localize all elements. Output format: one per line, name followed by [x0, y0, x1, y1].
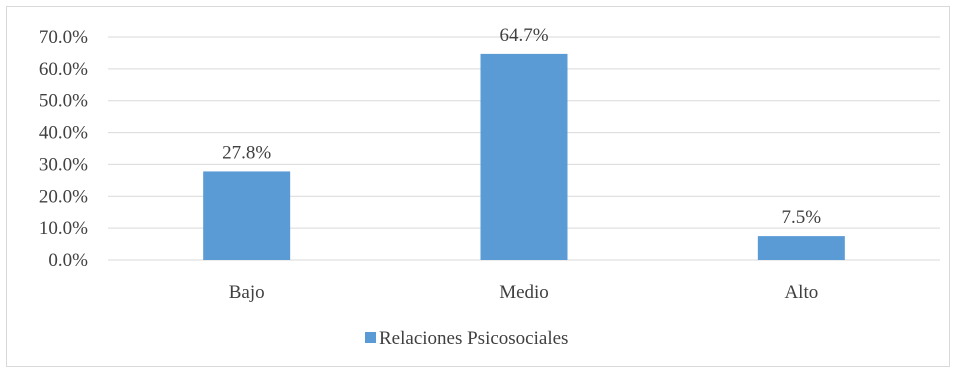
y-tick-label: 0.0%: [48, 250, 88, 271]
y-tick-label: 50.0%: [39, 91, 88, 112]
chart-frame: [6, 6, 950, 367]
data-label: 7.5%: [782, 207, 822, 228]
y-tick-label: 20.0%: [39, 186, 88, 207]
bar: [480, 53, 568, 261]
x-tick-label: Alto: [784, 282, 818, 303]
y-tick-label: 10.0%: [39, 218, 88, 239]
legend-label: Relaciones Psicosociales: [379, 328, 568, 349]
x-tick-label: Medio: [499, 282, 549, 303]
data-label: 27.8%: [222, 142, 271, 163]
y-tick-label: 30.0%: [39, 154, 88, 175]
y-tick-label: 40.0%: [39, 123, 88, 144]
data-label: 64.7%: [499, 25, 548, 46]
bar: [757, 236, 845, 260]
y-tick-label: 60.0%: [39, 59, 88, 80]
y-tick-label: 70.0%: [39, 27, 88, 48]
legend-swatch: [365, 332, 376, 343]
bar: [203, 171, 291, 260]
x-tick-label: Bajo: [229, 282, 265, 303]
